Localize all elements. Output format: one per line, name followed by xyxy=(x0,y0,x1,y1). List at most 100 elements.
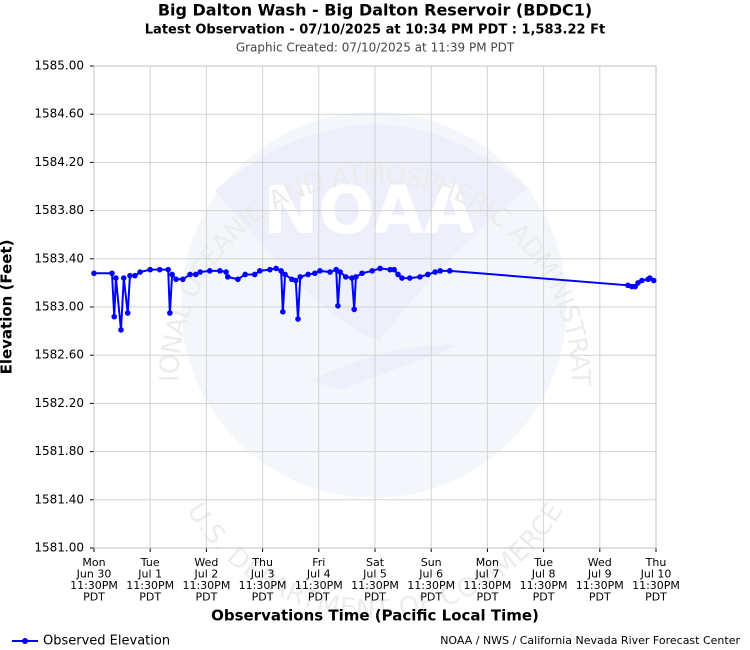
x-tick-line: 11:30PM xyxy=(463,579,511,592)
x-tick-line: Jul 8 xyxy=(531,568,556,581)
data-point xyxy=(224,274,231,280)
data-point xyxy=(292,277,299,284)
x-tick-line: Thu xyxy=(645,556,667,569)
data-point xyxy=(337,269,343,275)
x-tick-line: 11:30PM xyxy=(576,579,624,592)
plot-frame xyxy=(93,65,657,549)
x-tick-line: Fri xyxy=(312,556,325,569)
y-axis-label: Elevation (Feet) xyxy=(0,240,16,375)
y-tick-label: 1583.40 xyxy=(34,251,84,265)
data-point xyxy=(425,271,431,278)
x-tick-label: Fri Jul 4 11:30PM PDT xyxy=(295,556,343,604)
data-point xyxy=(387,266,393,273)
data-point xyxy=(446,268,453,274)
y-tick-label: 1584.20 xyxy=(34,155,84,169)
credit: NOAA / NWS / California Nevada River For… xyxy=(440,634,740,647)
data-point xyxy=(132,272,138,279)
x-tick-label: Wed Jul 2 11:30PM PDT xyxy=(182,556,230,604)
data-point xyxy=(273,265,279,272)
data-point xyxy=(317,268,323,274)
x-tick-label: Thu Jul 3 11:30PM PDT xyxy=(239,556,287,604)
data-point xyxy=(359,270,365,277)
x-tick-line: Tue xyxy=(140,556,160,569)
data-point xyxy=(335,302,341,309)
x-tick-line: Sun xyxy=(421,556,442,569)
data-point xyxy=(192,271,199,278)
data-point xyxy=(351,306,358,313)
data-point xyxy=(251,271,258,278)
x-tick-line: PDT xyxy=(533,591,555,604)
data-point xyxy=(267,266,273,273)
x-tick-line: Sat xyxy=(366,556,385,569)
x-tick-line: 11:30PM xyxy=(239,579,287,592)
chart-title: Big Dalton Wash - Big Dalton Reservoir (… xyxy=(158,1,592,20)
x-tick-line: 11:30PM xyxy=(520,579,568,592)
x-tick-line: PDT xyxy=(252,591,274,604)
x-tick-line: Jul 7 xyxy=(475,568,500,581)
data-point xyxy=(650,277,657,284)
x-tick-line: PDT xyxy=(308,591,330,604)
x-tick-line: 11:30PM xyxy=(351,579,399,592)
data-point xyxy=(377,265,383,272)
data-point xyxy=(167,310,173,316)
data-point xyxy=(179,276,186,283)
data-point xyxy=(118,327,124,333)
x-tick-label: Sat Jul 5 11:30PM PDT xyxy=(351,556,399,604)
x-tick-line: PDT xyxy=(645,591,667,604)
data-point xyxy=(242,271,248,278)
y-tick-label: 1581.80 xyxy=(34,444,84,458)
data-point xyxy=(391,266,397,273)
x-tick-line: PDT xyxy=(476,591,498,604)
data-point xyxy=(353,274,359,280)
x-tick-line: Mon xyxy=(82,556,105,569)
x-tick-line: Jul 4 xyxy=(306,568,331,581)
data-point xyxy=(187,271,193,278)
x-tick-line: 11:30PM xyxy=(407,579,455,592)
x-tick-line: PDT xyxy=(364,591,386,604)
data-point xyxy=(147,266,153,273)
data-point xyxy=(197,269,204,275)
x-tick-line: Mon xyxy=(476,556,499,569)
data-point xyxy=(113,275,119,281)
x-tick-line: PDT xyxy=(420,591,442,604)
data-point xyxy=(437,268,443,274)
data-point xyxy=(639,277,645,284)
data-point xyxy=(399,275,405,281)
data-point xyxy=(109,270,115,277)
y-tick-label: 1582.60 xyxy=(34,348,84,362)
x-tick-line: Jul 2 xyxy=(194,568,219,581)
x-tick-line: 11:30PM xyxy=(632,579,680,592)
x-tick-label: Thu Jul 10 11:30PM PDT xyxy=(632,556,680,604)
x-tick-line: 11:30PM xyxy=(182,579,230,592)
data-point xyxy=(173,276,179,283)
x-tick-line: 11:30PM xyxy=(126,579,174,592)
data-point xyxy=(305,271,311,278)
data-point xyxy=(278,268,284,274)
x-tick-line: 11:30PM xyxy=(295,579,343,592)
data-point xyxy=(111,313,118,320)
x-tick-line: Jul 5 xyxy=(362,568,387,581)
x-axis-label: Observations Time (Pacific Local Time) xyxy=(211,607,539,625)
x-tick-line: Jul 3 xyxy=(250,568,275,581)
x-tick-line: 11:30PM xyxy=(70,579,118,592)
data-point xyxy=(432,269,438,275)
data-point xyxy=(91,270,97,277)
data-point xyxy=(217,268,223,274)
data-point xyxy=(223,269,229,275)
x-tick-line: Tue xyxy=(533,556,553,569)
data-point xyxy=(395,271,401,278)
data-point xyxy=(282,271,288,278)
y-tick-label: 1581.40 xyxy=(34,492,84,506)
x-tick-label: Sun Jul 6 11:30PM PDT xyxy=(407,556,455,604)
data-point xyxy=(169,271,175,278)
y-tick-label: 1585.00 xyxy=(34,59,84,73)
data-point xyxy=(120,275,127,281)
data-point xyxy=(342,274,349,280)
watermark-bird xyxy=(215,124,528,340)
created-note: Graphic Created: 07/10/2025 at 11:39 PM … xyxy=(236,41,515,55)
x-tick-line: Jul 10 xyxy=(640,568,672,581)
x-tick-line: Jul 1 xyxy=(137,568,162,581)
x-tick-line: PDT xyxy=(83,591,105,604)
x-tick-line: Thu xyxy=(251,556,273,569)
